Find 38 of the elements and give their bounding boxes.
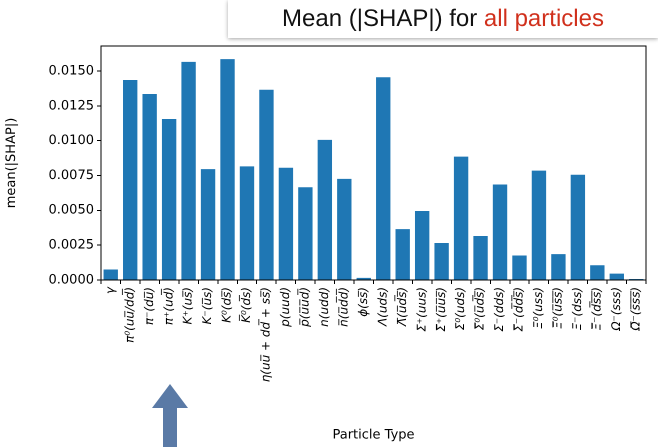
x-tick-label: Σ⁻(dds) xyxy=(492,287,506,332)
x-tick-label: π⁺(ud̅) xyxy=(160,287,176,326)
x-tick-label: n̅(u̅d̅d̅) xyxy=(335,287,350,327)
x-tick-label: π⁰(uu̅/dd̅) xyxy=(121,287,136,343)
x-tick-label: γ xyxy=(102,286,117,294)
x-tick-label: Ξ⁻(dss) xyxy=(570,287,584,330)
chart-title: Mean (|SHAP|) for all particles xyxy=(282,5,604,32)
x-tick-label: p(uud) xyxy=(278,287,292,328)
x-tick-label: Ω⁻(sss) xyxy=(608,287,623,332)
x-tick-label: Ξ⁰(uss) xyxy=(531,287,546,329)
y-tick-label: 0.0100 xyxy=(48,133,94,148)
x-tick-label: Ξ̅⁻(d̅s̅s̅) xyxy=(588,287,604,330)
x-tick-label: ϕ(ss̅) xyxy=(356,287,370,317)
y-axis-title: mean(|SHAP|) xyxy=(4,118,20,208)
x-tick-label: π⁻(du̅) xyxy=(142,287,156,326)
y-tick-label: 0.0075 xyxy=(48,168,94,183)
y-tick-label: 0.0150 xyxy=(48,63,94,78)
y-tick-label: 0.0050 xyxy=(48,202,94,218)
x-tick-label: Σ̅⁺(u̅u̅s̅) xyxy=(434,287,448,332)
y-tick-label: 0.0025 xyxy=(48,238,94,253)
y-tick-label: 0.0000 xyxy=(48,272,94,288)
x-tick-label: K⁰(ds̅) xyxy=(220,287,234,323)
x-tick-label: n(udd) xyxy=(316,287,331,327)
x-tick-label: K̅⁰(d̅s) xyxy=(238,287,254,323)
x-tick-label: Ω̅⁻(s̅s̅s̅) xyxy=(628,287,642,332)
x-tick-label: Ξ̅⁰(u̅s̅s̅) xyxy=(550,287,565,329)
x-tick-label: Σ̅⁰(u̅d̅s̅) xyxy=(471,287,487,330)
x-tick-label: Σ⁰(uds) xyxy=(453,287,468,330)
x-tick-label: K⁺(us̅) xyxy=(180,287,195,324)
x-tick-label: η(uu̅ + dd̅ + ss̅) xyxy=(257,287,273,382)
x-tick-label: Λ̅(u̅d̅s̅) xyxy=(394,287,409,328)
x-tick-label: p̅(u̅u̅d̅) xyxy=(296,287,312,328)
x-tick-label: Λ(uds) xyxy=(375,287,390,328)
x-tick-label: Σ̅⁻(d̅d̅s̅) xyxy=(510,287,526,332)
x-axis-title: Particle Type xyxy=(332,428,415,443)
x-tick-label: K⁻(u̅s) xyxy=(200,287,214,324)
x-tick-label: Σ⁺(uus) xyxy=(414,287,428,332)
y-tick-label: 0.0125 xyxy=(48,98,94,114)
